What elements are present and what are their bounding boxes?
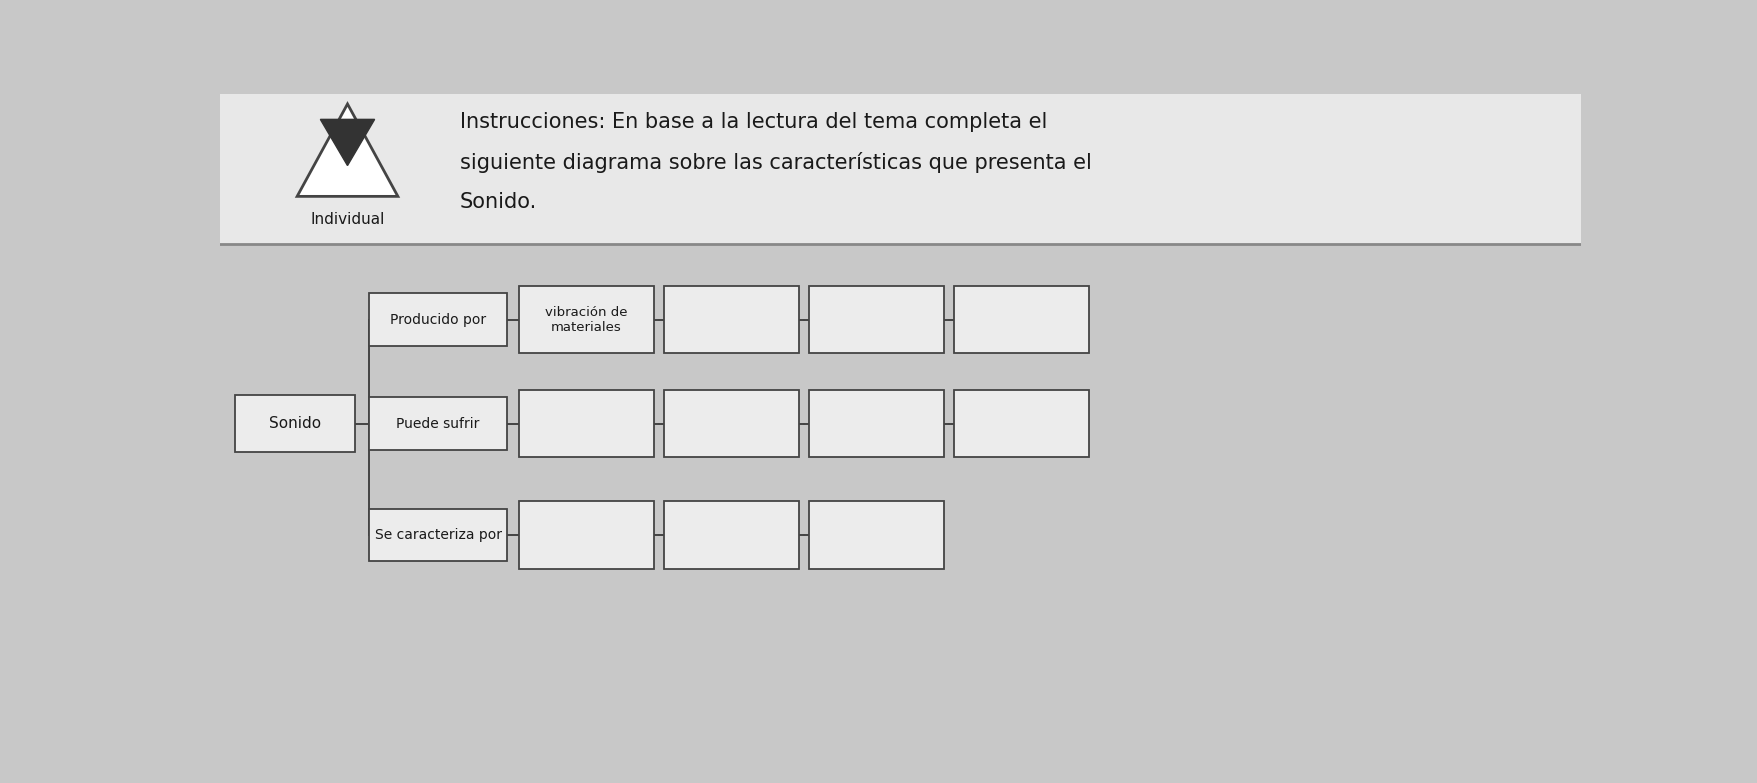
Bar — [954, 390, 1089, 457]
Bar — [235, 395, 355, 453]
Text: vibración de
materiales: vibración de materiales — [545, 305, 627, 334]
Text: Producido por: Producido por — [390, 312, 487, 327]
Text: Sonido.: Sonido. — [460, 192, 538, 211]
Bar — [954, 286, 1089, 353]
Text: siguiente diagrama sobre las características que presenta el: siguiente diagrama sobre las característ… — [460, 152, 1091, 173]
Bar — [220, 94, 1581, 244]
Bar — [808, 390, 944, 457]
Text: Instrucciones: En base a la lectura del tema completa el: Instrucciones: En base a la lectura del … — [460, 112, 1047, 132]
Bar — [369, 294, 508, 346]
Bar — [518, 501, 654, 569]
Bar — [664, 501, 799, 569]
Polygon shape — [320, 119, 374, 165]
Text: Sonido: Sonido — [269, 416, 322, 431]
Text: Individual: Individual — [311, 211, 385, 227]
Bar — [518, 286, 654, 353]
Text: Se caracteriza por: Se caracteriza por — [374, 529, 503, 542]
Bar — [808, 501, 944, 569]
Polygon shape — [297, 104, 397, 197]
Bar — [664, 286, 799, 353]
Bar — [808, 286, 944, 353]
Text: Puede sufrir: Puede sufrir — [397, 417, 480, 431]
Bar — [664, 390, 799, 457]
Bar — [369, 397, 508, 449]
Bar — [369, 509, 508, 561]
Bar — [518, 390, 654, 457]
